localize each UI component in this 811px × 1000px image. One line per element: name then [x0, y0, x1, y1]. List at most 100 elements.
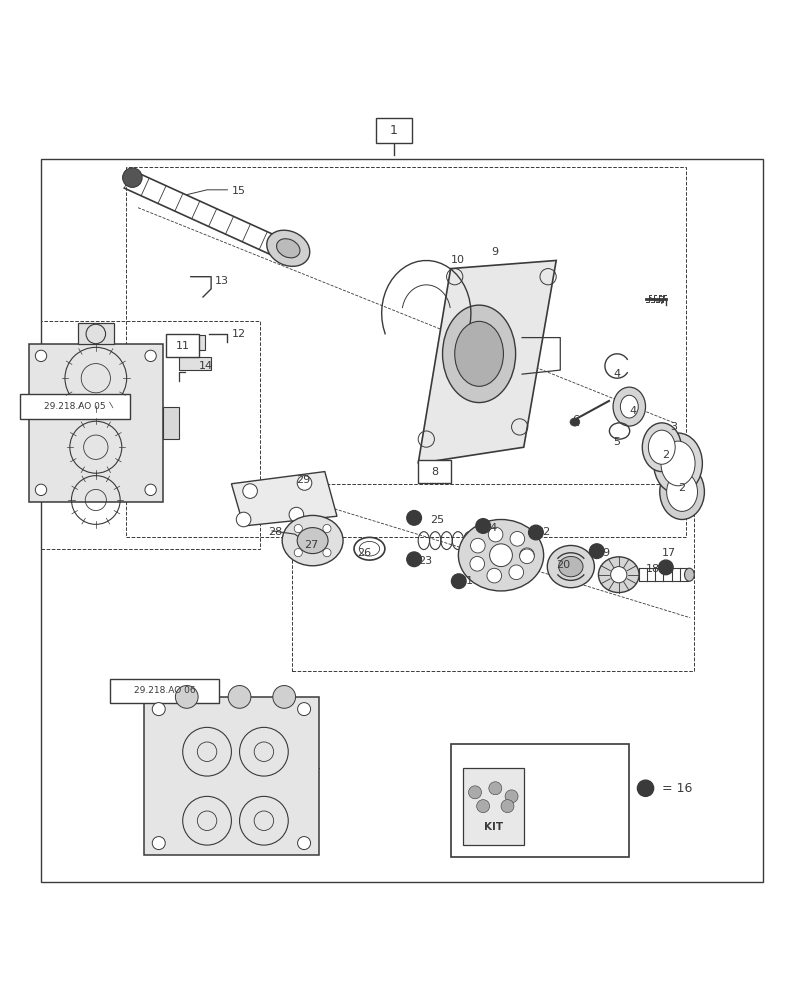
Bar — [41, 321, 260, 549]
Text: 1: 1 — [389, 124, 397, 137]
Bar — [126, 167, 685, 537]
Ellipse shape — [277, 239, 299, 258]
Circle shape — [152, 703, 165, 716]
Circle shape — [487, 527, 502, 542]
Circle shape — [406, 511, 421, 525]
Circle shape — [488, 782, 501, 795]
FancyBboxPatch shape — [174, 335, 205, 350]
Circle shape — [637, 780, 653, 796]
Circle shape — [35, 350, 46, 362]
Ellipse shape — [266, 230, 310, 266]
Circle shape — [175, 686, 198, 708]
Ellipse shape — [297, 528, 328, 554]
Circle shape — [228, 686, 251, 708]
Circle shape — [528, 525, 543, 540]
Ellipse shape — [660, 441, 694, 486]
Bar — [20, 394, 130, 419]
Circle shape — [236, 512, 251, 527]
Circle shape — [509, 532, 524, 546]
Ellipse shape — [457, 519, 543, 591]
Circle shape — [476, 800, 489, 813]
Circle shape — [294, 549, 302, 557]
FancyBboxPatch shape — [462, 768, 523, 845]
Text: 10: 10 — [450, 255, 464, 265]
Circle shape — [35, 484, 46, 496]
Ellipse shape — [642, 423, 680, 472]
Circle shape — [500, 800, 513, 813]
Text: 8: 8 — [431, 467, 437, 477]
Circle shape — [242, 484, 257, 498]
Circle shape — [489, 544, 512, 567]
Circle shape — [272, 686, 295, 708]
FancyBboxPatch shape — [162, 407, 178, 439]
Circle shape — [470, 538, 484, 553]
Circle shape — [519, 549, 534, 564]
Ellipse shape — [454, 321, 503, 386]
Bar — [418, 460, 450, 483]
Text: 7: 7 — [657, 296, 664, 306]
Text: 29: 29 — [296, 475, 311, 485]
Polygon shape — [418, 260, 556, 463]
Circle shape — [475, 519, 490, 533]
Circle shape — [323, 549, 331, 557]
FancyBboxPatch shape — [144, 697, 318, 855]
Circle shape — [323, 524, 331, 533]
Text: 22: 22 — [535, 527, 550, 537]
Text: 2: 2 — [677, 483, 684, 493]
Ellipse shape — [666, 472, 697, 511]
Circle shape — [144, 484, 156, 496]
Ellipse shape — [569, 418, 579, 426]
Ellipse shape — [647, 430, 674, 464]
Text: 9: 9 — [491, 247, 498, 257]
Circle shape — [297, 703, 310, 716]
Bar — [166, 334, 199, 357]
Text: 6: 6 — [572, 415, 579, 425]
Ellipse shape — [442, 305, 515, 403]
Ellipse shape — [684, 568, 693, 581]
Ellipse shape — [558, 556, 582, 577]
Text: 21: 21 — [458, 576, 472, 586]
Text: 25: 25 — [430, 515, 444, 525]
Polygon shape — [231, 472, 337, 526]
Circle shape — [658, 560, 672, 575]
FancyBboxPatch shape — [375, 118, 411, 143]
Circle shape — [122, 168, 142, 187]
Ellipse shape — [620, 395, 637, 418]
Text: 13: 13 — [215, 276, 229, 286]
FancyBboxPatch shape — [28, 344, 162, 502]
Text: 2: 2 — [661, 450, 668, 460]
FancyBboxPatch shape — [178, 357, 211, 370]
Text: = 16: = 16 — [661, 782, 691, 795]
Ellipse shape — [659, 464, 703, 519]
Circle shape — [519, 548, 534, 563]
Circle shape — [152, 837, 165, 850]
FancyBboxPatch shape — [78, 323, 114, 344]
Circle shape — [289, 507, 303, 522]
Text: KIT: KIT — [483, 822, 502, 832]
Text: 15: 15 — [231, 186, 245, 196]
Circle shape — [589, 544, 603, 558]
Text: 3: 3 — [669, 422, 676, 432]
Circle shape — [144, 350, 156, 362]
Circle shape — [504, 790, 517, 803]
Text: 29.218.AO 06: 29.218.AO 06 — [134, 686, 195, 695]
Circle shape — [297, 837, 310, 850]
Text: 29.218.AO 05: 29.218.AO 05 — [45, 402, 105, 411]
Text: 17: 17 — [661, 548, 675, 558]
Text: 20: 20 — [556, 560, 569, 570]
Text: 26: 26 — [357, 548, 371, 558]
Bar — [41, 159, 762, 882]
Ellipse shape — [598, 557, 638, 593]
Circle shape — [470, 556, 484, 571]
Bar — [109, 679, 219, 703]
Circle shape — [297, 476, 311, 490]
Circle shape — [468, 786, 481, 799]
Text: 14: 14 — [199, 361, 212, 371]
Text: 28: 28 — [268, 527, 282, 537]
Text: 4: 4 — [629, 406, 636, 416]
Ellipse shape — [612, 387, 645, 426]
Circle shape — [487, 568, 501, 583]
Circle shape — [508, 565, 523, 580]
Ellipse shape — [282, 515, 342, 566]
Text: 24: 24 — [483, 523, 497, 533]
